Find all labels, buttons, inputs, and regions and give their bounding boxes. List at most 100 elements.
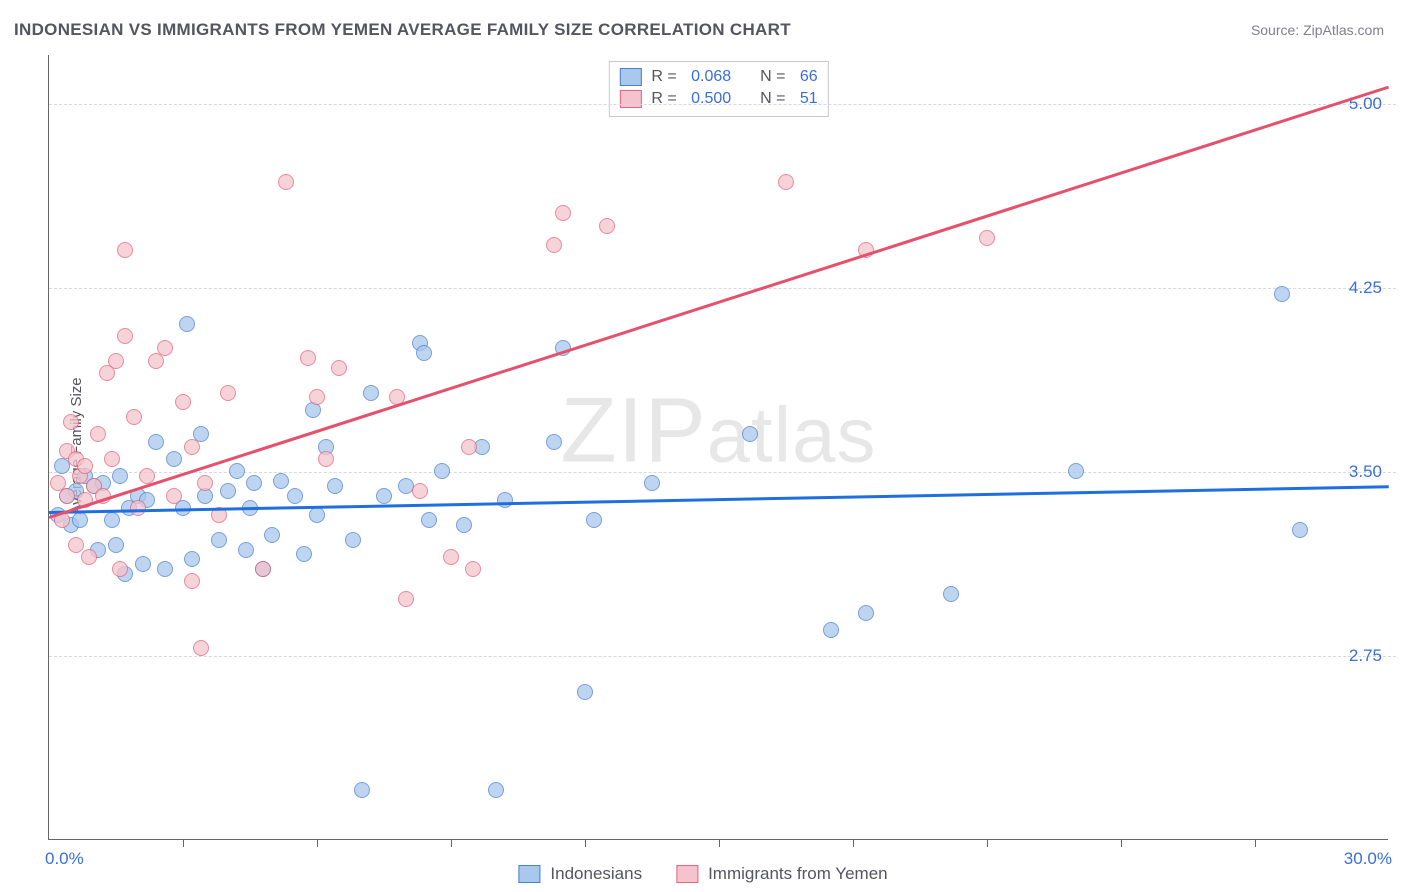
x-tick bbox=[987, 839, 988, 847]
data-point bbox=[220, 483, 236, 499]
data-point bbox=[354, 782, 370, 798]
data-point bbox=[184, 573, 200, 589]
stat-n-label: N = bbox=[760, 90, 790, 108]
source-value: ZipAtlas.com bbox=[1303, 22, 1384, 38]
y-tick-label: 4.25 bbox=[1349, 278, 1390, 298]
data-point bbox=[943, 586, 959, 602]
data-point bbox=[376, 488, 392, 504]
data-point bbox=[59, 488, 75, 504]
data-point bbox=[193, 640, 209, 656]
data-point bbox=[264, 527, 280, 543]
data-point bbox=[456, 517, 472, 533]
data-point bbox=[1274, 286, 1290, 302]
data-point bbox=[184, 439, 200, 455]
legend-item: Indonesians bbox=[518, 864, 642, 884]
data-point bbox=[318, 451, 334, 467]
data-point bbox=[546, 434, 562, 450]
gridline-h bbox=[49, 288, 1396, 289]
chart-container: INDONESIAN VS IMMIGRANTS FROM YEMEN AVER… bbox=[0, 0, 1406, 892]
data-point bbox=[300, 350, 316, 366]
data-point bbox=[104, 451, 120, 467]
data-point bbox=[166, 451, 182, 467]
legend-item: Immigrants from Yemen bbox=[676, 864, 888, 884]
data-point bbox=[211, 532, 227, 548]
legend-label: Indonesians bbox=[550, 864, 642, 884]
watermark: ZIPatlas bbox=[561, 379, 877, 484]
x-end-label: 30.0% bbox=[1344, 849, 1392, 869]
y-tick-label: 2.75 bbox=[1349, 646, 1390, 666]
data-point bbox=[823, 622, 839, 638]
plot-area: ZIPatlas R = 0.068 N = 66 R = 0.500 N = … bbox=[48, 55, 1388, 840]
data-point bbox=[278, 174, 294, 190]
bottom-legend: Indonesians Immigrants from Yemen bbox=[518, 864, 887, 884]
gridline-h bbox=[49, 104, 1396, 105]
data-point bbox=[331, 360, 347, 376]
data-point bbox=[363, 385, 379, 401]
series-swatch bbox=[619, 90, 641, 108]
data-point bbox=[345, 532, 361, 548]
data-point bbox=[157, 340, 173, 356]
data-point bbox=[327, 478, 343, 494]
chart-title: INDONESIAN VS IMMIGRANTS FROM YEMEN AVER… bbox=[14, 20, 791, 40]
data-point bbox=[586, 512, 602, 528]
x-tick bbox=[1255, 839, 1256, 847]
data-point bbox=[112, 561, 128, 577]
data-point bbox=[184, 551, 200, 567]
data-point bbox=[148, 434, 164, 450]
data-point bbox=[443, 549, 459, 565]
data-point bbox=[273, 473, 289, 489]
data-point bbox=[1292, 522, 1308, 538]
data-point bbox=[398, 591, 414, 607]
x-tick bbox=[183, 839, 184, 847]
data-point bbox=[287, 488, 303, 504]
data-point bbox=[416, 345, 432, 361]
data-point bbox=[546, 237, 562, 253]
x-tick bbox=[719, 839, 720, 847]
x-tick bbox=[451, 839, 452, 847]
data-point bbox=[555, 205, 571, 221]
data-point bbox=[421, 512, 437, 528]
data-point bbox=[742, 426, 758, 442]
data-point bbox=[488, 782, 504, 798]
data-point bbox=[220, 385, 236, 401]
data-point bbox=[179, 316, 195, 332]
data-point bbox=[117, 328, 133, 344]
regression-line bbox=[49, 86, 1390, 519]
y-tick-label: 3.50 bbox=[1349, 462, 1390, 482]
data-point bbox=[175, 394, 191, 410]
data-point bbox=[238, 542, 254, 558]
data-point bbox=[72, 512, 88, 528]
data-point bbox=[497, 492, 513, 508]
stat-n-label: N = bbox=[760, 68, 790, 86]
source-label: Source: bbox=[1251, 22, 1303, 38]
legend-swatch bbox=[518, 865, 540, 883]
data-point bbox=[135, 556, 151, 572]
data-point bbox=[599, 218, 615, 234]
data-point bbox=[309, 389, 325, 405]
data-point bbox=[858, 605, 874, 621]
gridline-h bbox=[49, 472, 1396, 473]
data-point bbox=[229, 463, 245, 479]
stat-n-value: 51 bbox=[800, 90, 818, 108]
stat-n-value: 66 bbox=[800, 68, 818, 86]
data-point bbox=[81, 549, 97, 565]
data-point bbox=[577, 684, 593, 700]
data-point bbox=[112, 468, 128, 484]
x-tick bbox=[317, 839, 318, 847]
data-point bbox=[117, 242, 133, 258]
data-point bbox=[246, 475, 262, 491]
stat-r-value: 0.068 bbox=[691, 68, 731, 86]
stat-r-value: 0.500 bbox=[691, 90, 731, 108]
source-credit: Source: ZipAtlas.com bbox=[1251, 22, 1384, 38]
data-point bbox=[166, 488, 182, 504]
stats-row: R = 0.068 N = 66 bbox=[619, 66, 817, 88]
x-tick bbox=[585, 839, 586, 847]
stat-r-label: R = bbox=[651, 90, 681, 108]
data-point bbox=[126, 409, 142, 425]
data-point bbox=[90, 426, 106, 442]
data-point bbox=[157, 561, 173, 577]
watermark-part-2: atlas bbox=[707, 391, 877, 479]
data-point bbox=[296, 546, 312, 562]
x-tick bbox=[853, 839, 854, 847]
data-point bbox=[778, 174, 794, 190]
